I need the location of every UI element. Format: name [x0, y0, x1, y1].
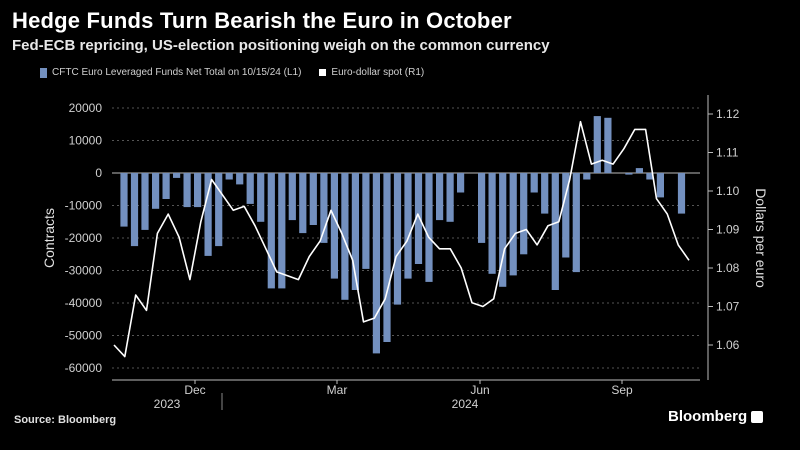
bar [330, 173, 338, 279]
left-axis-title: Contracts [41, 208, 57, 268]
bar [604, 117, 612, 174]
legend-bar-label: CFTC Euro Leveraged Funds Net Total on 1… [52, 67, 302, 78]
euro-dollar-line [113, 120, 690, 358]
bar [404, 173, 412, 279]
bar [309, 173, 317, 225]
bar [257, 173, 265, 222]
bar [351, 173, 359, 290]
bar [383, 173, 391, 342]
bar [152, 173, 160, 209]
bar [183, 173, 191, 208]
left-tick-label: 10000 [69, 134, 103, 148]
bar [225, 173, 233, 180]
chart-title: Hedge Funds Turn Bearish the Euro in Oct… [12, 8, 512, 33]
bar [593, 116, 601, 173]
x-month-label: Jun [470, 383, 489, 397]
bar [215, 173, 223, 247]
bar [194, 173, 202, 208]
bar [299, 173, 307, 234]
x-month-label: Dec [184, 383, 205, 397]
bar [204, 173, 212, 256]
bar [625, 173, 633, 175]
right-tick-label: 1.08 [716, 261, 740, 275]
right-tick-label: 1.06 [716, 338, 740, 352]
bar [478, 173, 486, 243]
right-tick-label: 1.10 [716, 184, 740, 198]
x-year-label: 2024 [452, 397, 479, 411]
right-tick-label: 1.07 [716, 300, 740, 314]
bar [551, 173, 559, 290]
bar [509, 173, 517, 276]
right-tick-label: 1.12 [716, 107, 740, 121]
bar [414, 173, 423, 264]
bar [120, 173, 128, 227]
left-tick-label: -50000 [65, 329, 103, 343]
left-tick-label: -10000 [65, 199, 103, 213]
bar [677, 173, 686, 214]
bar [288, 173, 296, 221]
left-tick-label: -30000 [65, 264, 103, 278]
bar [236, 173, 244, 185]
bar [130, 173, 139, 247]
bar [530, 173, 538, 193]
bar [162, 173, 170, 199]
bar [457, 173, 465, 193]
bar [635, 168, 643, 173]
bar [341, 173, 349, 300]
legend-line-label: Euro-dollar spot (R1) [331, 67, 425, 78]
brand-mark-icon [751, 410, 764, 423]
bar [278, 173, 286, 289]
bar [372, 173, 380, 354]
bar [446, 173, 454, 222]
bar [541, 173, 549, 214]
right-tick-label: 1.09 [716, 223, 740, 237]
left-tick-label: -40000 [65, 296, 103, 310]
bar [320, 173, 328, 243]
brand-logo: Bloomberg [668, 408, 764, 425]
bar [572, 173, 580, 273]
bar [141, 173, 149, 230]
legend-bar-swatch [40, 67, 47, 78]
source-note: Source: Bloomberg [14, 414, 117, 426]
left-tick-label: 0 [95, 166, 102, 180]
right-tick-label: 1.11 [716, 146, 739, 160]
right-axis-title: Dollars per euro [753, 188, 769, 288]
bar [646, 173, 654, 180]
left-tick-label: -60000 [65, 361, 103, 375]
legend-line-swatch [319, 69, 327, 76]
bar [656, 173, 664, 198]
bar [499, 173, 507, 287]
bar [520, 173, 528, 255]
bar [436, 173, 444, 221]
bar [425, 173, 433, 282]
x-month-label: Mar [327, 383, 348, 397]
brand-text: Bloomberg [668, 408, 748, 425]
x-month-label: Sep [611, 383, 633, 397]
bar [488, 173, 496, 274]
left-tick-label: -20000 [65, 231, 103, 245]
bar [246, 173, 254, 204]
bar [267, 173, 275, 289]
bar [562, 173, 570, 258]
x-year-label: 2023 [154, 397, 181, 411]
bar [362, 173, 370, 269]
legend: CFTC Euro Leveraged Funds Net Total on 1… [40, 67, 424, 78]
bar [173, 173, 181, 178]
bar [583, 173, 591, 180]
bar [393, 173, 402, 305]
left-tick-label: 20000 [69, 101, 103, 115]
chart-subtitle: Fed-ECB repricing, US-election positioni… [12, 37, 550, 54]
